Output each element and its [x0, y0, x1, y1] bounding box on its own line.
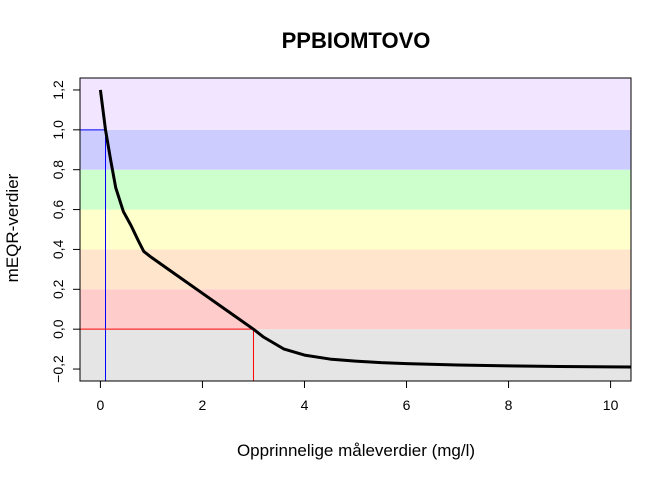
series-layer [98, 89, 632, 369]
x-tick-label: 2 [199, 397, 207, 413]
series-line-0 [98, 89, 632, 369]
y-tick-label: 1,2 [50, 80, 66, 100]
y-tick-label: 1,0 [50, 120, 66, 140]
x-tick-label: 4 [301, 397, 309, 413]
x-axis: 0 2 4 6 8 10 [97, 380, 619, 413]
band-6 [80, 78, 631, 130]
y-axis-label: mEQR-verdier [3, 173, 22, 282]
x-axis-label: Opprinnelige måleverdier (mg/l) [237, 441, 475, 460]
y-tick-label: 0,4 [50, 239, 66, 259]
band-1 [80, 289, 631, 330]
y-tick-label: −0,2 [50, 355, 66, 383]
band-4 [80, 169, 631, 210]
y-axis: −0,2 0,0 0,2 0,4 0,6 0,8 1,0 1,2 [50, 80, 81, 383]
reference-lines [80, 129, 254, 381]
y-tick-label: 0,0 [50, 319, 66, 339]
y-tick-label: 0,8 [50, 160, 66, 180]
y-tick-label: 0,2 [50, 279, 66, 299]
x-tick-label: 0 [97, 397, 105, 413]
x-tick-label: 10 [603, 397, 619, 413]
x-tick-label: 8 [505, 397, 513, 413]
x-tick-label: 6 [403, 397, 411, 413]
chart-title: PPBIOMTOVO [282, 28, 431, 53]
band-5 [80, 129, 631, 170]
band-3 [80, 209, 631, 250]
band-0 [80, 329, 631, 381]
band-2 [80, 249, 631, 290]
quality-bands [80, 78, 631, 381]
y-tick-label: 0,6 [50, 200, 66, 220]
